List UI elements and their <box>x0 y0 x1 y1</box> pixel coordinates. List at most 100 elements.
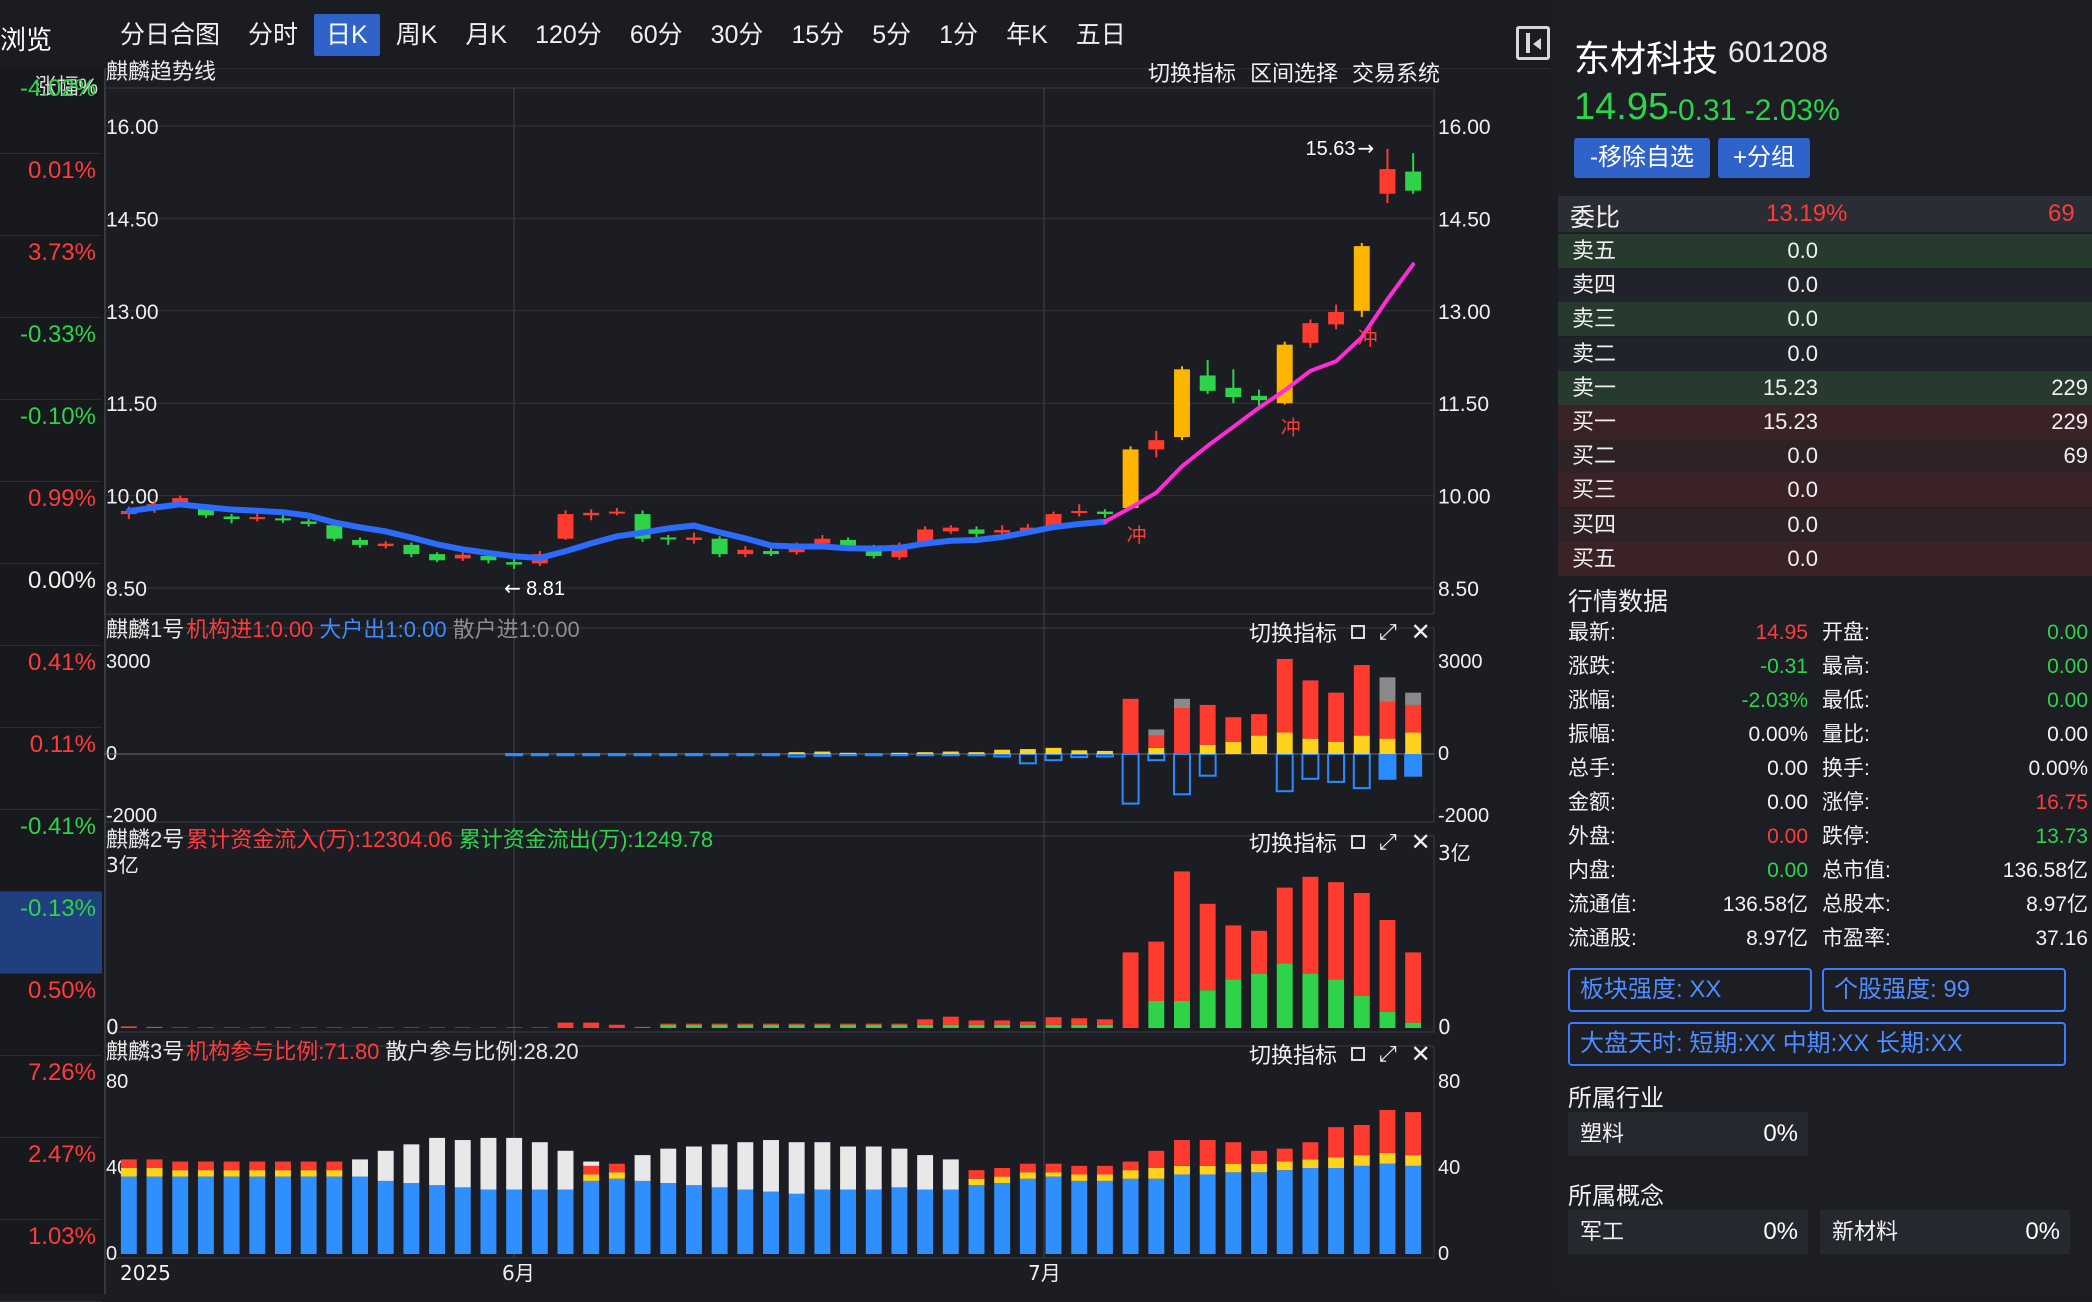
panel2-outflow-bar <box>685 1024 702 1028</box>
period-tab[interactable]: 周K <box>395 21 438 49</box>
change-pct-cell[interactable]: -0.41% <box>0 810 102 892</box>
main-panel-title: 麒麟趋势线 <box>106 59 217 84</box>
period-tab[interactable]: 日K <box>314 14 380 56</box>
switch-indicator-button[interactable]: 切换指标 <box>1148 61 1237 86</box>
panel1-axis-label-right: -2000 <box>1438 805 1489 827</box>
panel3-ratio-bar <box>788 1193 805 1254</box>
period-tab[interactable]: 分时 <box>248 21 299 49</box>
panel3-ratio-bar <box>326 1176 343 1254</box>
market-data-row: 涨跌: -0.31 最高: 0.00 <box>1558 650 2092 684</box>
panel3-ratio-bar <box>711 1187 728 1254</box>
market-data-value: -0.31 <box>1760 655 1808 678</box>
change-pct-cell[interactable]: 0.00% <box>0 564 102 646</box>
period-tab[interactable]: 5分 <box>872 21 912 49</box>
collapse-panel-icon[interactable] <box>1516 26 1550 60</box>
panel3-name: 麒麟3号 <box>106 1039 185 1064</box>
main-panel-tools: 切换指标 区间选择 交易系统 <box>1148 56 1440 88</box>
trade-system-button[interactable]: 交易系统 <box>1352 61 1441 86</box>
panel2-close-icon[interactable]: ✕ <box>1410 828 1431 856</box>
panel2-inflow-bar <box>120 1026 137 1028</box>
concept-tag-new-material[interactable]: 新材料 0% <box>1820 1210 2070 1254</box>
panel1-inflow-bar <box>1353 665 1370 736</box>
panel2-inflow-bar <box>1122 952 1139 1028</box>
panel3-ratio-bar <box>274 1161 291 1171</box>
period-tab[interactable]: 30分 <box>710 21 764 49</box>
candle-body <box>506 562 523 565</box>
panel-border <box>104 1045 1435 1259</box>
candle-body <box>1302 323 1319 343</box>
panel3-ratio-bar <box>1353 1155 1370 1166</box>
candle-body <box>1353 246 1370 311</box>
panel2-inflow-bar <box>1353 893 1370 996</box>
panel3-close-icon[interactable]: ✕ <box>1410 1040 1431 1068</box>
panel1-inflow-bar <box>1096 750 1113 754</box>
panel3-axis-label-right: 40 <box>1438 1157 1460 1179</box>
panel3-window-icon[interactable] <box>1351 1047 1366 1061</box>
orderbook-row: 卖五 0.0 <box>1558 234 2092 268</box>
change-pct-cell[interactable]: 1.03% <box>0 1220 102 1302</box>
candle-body <box>660 537 677 540</box>
panel3-ratio-bar <box>1096 1165 1113 1175</box>
panel2-inflow-bar <box>223 1027 240 1028</box>
panel1-inflow-bar <box>1379 701 1396 739</box>
remove-watchlist-button[interactable]: -移除自选 <box>1574 138 1710 178</box>
change-pct-cell[interactable]: -0.10% <box>0 400 102 482</box>
industry-tag[interactable]: 塑料 0% <box>1568 1112 1808 1156</box>
change-pct-cell[interactable]: 0.41% <box>0 646 102 728</box>
panel3-ratio-bar <box>557 1189 574 1254</box>
panel2-inflow-bar <box>1405 952 1422 1023</box>
panel3-ratio-bar <box>506 1137 523 1190</box>
panel3-expand-icon[interactable]: ⤢ <box>1379 1041 1397 1066</box>
panel1-inflow-bar <box>1405 692 1422 705</box>
change-pct-cell[interactable]: 0.11% <box>0 728 102 810</box>
panel1-outflow-bar <box>1378 753 1397 780</box>
period-tab[interactable]: 15分 <box>791 21 845 49</box>
change-pct-cell[interactable]: 0.99% <box>0 482 102 564</box>
panel1-expand-icon[interactable]: ⤢ <box>1379 619 1397 644</box>
panel3-ratio-bar <box>814 1142 831 1190</box>
panel3-ratio-bar <box>352 1159 368 1177</box>
panel2-inflow-bar <box>1174 871 1190 1001</box>
market-data-label: 最高: <box>1822 655 1870 678</box>
period-tab[interactable]: 120分 <box>535 21 602 49</box>
period-tab[interactable]: 60分 <box>629 21 683 49</box>
change-pct-cell[interactable]: -0.33% <box>0 318 102 400</box>
change-pct-cell[interactable]: 0.01% <box>0 154 102 236</box>
change-pct-cell[interactable]: 3.73% <box>0 236 102 318</box>
add-group-button[interactable]: +分组 <box>1718 138 1810 178</box>
range-select-button[interactable]: 区间选择 <box>1250 61 1339 86</box>
panel1-close-icon[interactable]: ✕ <box>1410 618 1431 646</box>
panel2-outflow-bar <box>1225 979 1242 1028</box>
period-tab[interactable]: 分日合图 <box>120 21 221 49</box>
candle-body <box>865 547 882 556</box>
change-pct-cell[interactable]: 0.50% <box>0 974 102 1056</box>
change-pct-cell[interactable]: -0.13% <box>0 892 102 974</box>
browse-label[interactable]: 浏览 <box>0 25 53 55</box>
panel2-expand-icon[interactable]: ⤢ <box>1379 829 1397 854</box>
signal-label: 冲 <box>1358 326 1378 350</box>
candle-body <box>1122 449 1139 508</box>
kline-chart[interactable]: 16.00 16.00 14.50 14.50 13.00 13.00 11.50 11.50… <box>104 68 1558 1294</box>
period-tab[interactable]: 月K <box>465 21 508 49</box>
panel3-ratio-bar <box>1405 1155 1422 1166</box>
panel2-switch-indicator-button[interactable]: 切换指标 <box>1249 831 1338 856</box>
period-tab[interactable]: 1分 <box>939 21 979 49</box>
panel3-ratio-bar <box>942 1159 959 1190</box>
period-toolbar: 浏览 分日合图 分时 日K 周K 月K 120分 60分 30分 15分 5分 1分 年K 五日 <box>0 0 1550 69</box>
panel3-ratio-bar <box>608 1178 625 1254</box>
change-pct-cell[interactable]: 7.26% <box>0 1056 102 1138</box>
orderbook-price: 15.23 <box>1762 374 1818 400</box>
candle-body <box>249 517 266 520</box>
market-data-label: 振幅: <box>1568 723 1616 746</box>
concept-tag-military[interactable]: 军工 0% <box>1568 1210 1808 1254</box>
panel3-switch-indicator-button[interactable]: 切换指标 <box>1249 1043 1338 1068</box>
panel1-window-icon[interactable] <box>1351 625 1366 639</box>
concept-pct: 0% <box>1763 1218 1798 1245</box>
change-pct-cell[interactable]: 2.47% <box>0 1138 102 1220</box>
panel2-window-icon[interactable] <box>1351 835 1366 849</box>
panel2-inflow-bar <box>506 1027 523 1028</box>
period-tab[interactable]: 年K <box>1006 21 1048 49</box>
change-pct-cell[interactable]: -4.02% <box>0 72 102 154</box>
panel1-switch-indicator-button[interactable]: 切换指标 <box>1249 621 1338 646</box>
period-tab[interactable]: 五日 <box>1075 21 1126 49</box>
